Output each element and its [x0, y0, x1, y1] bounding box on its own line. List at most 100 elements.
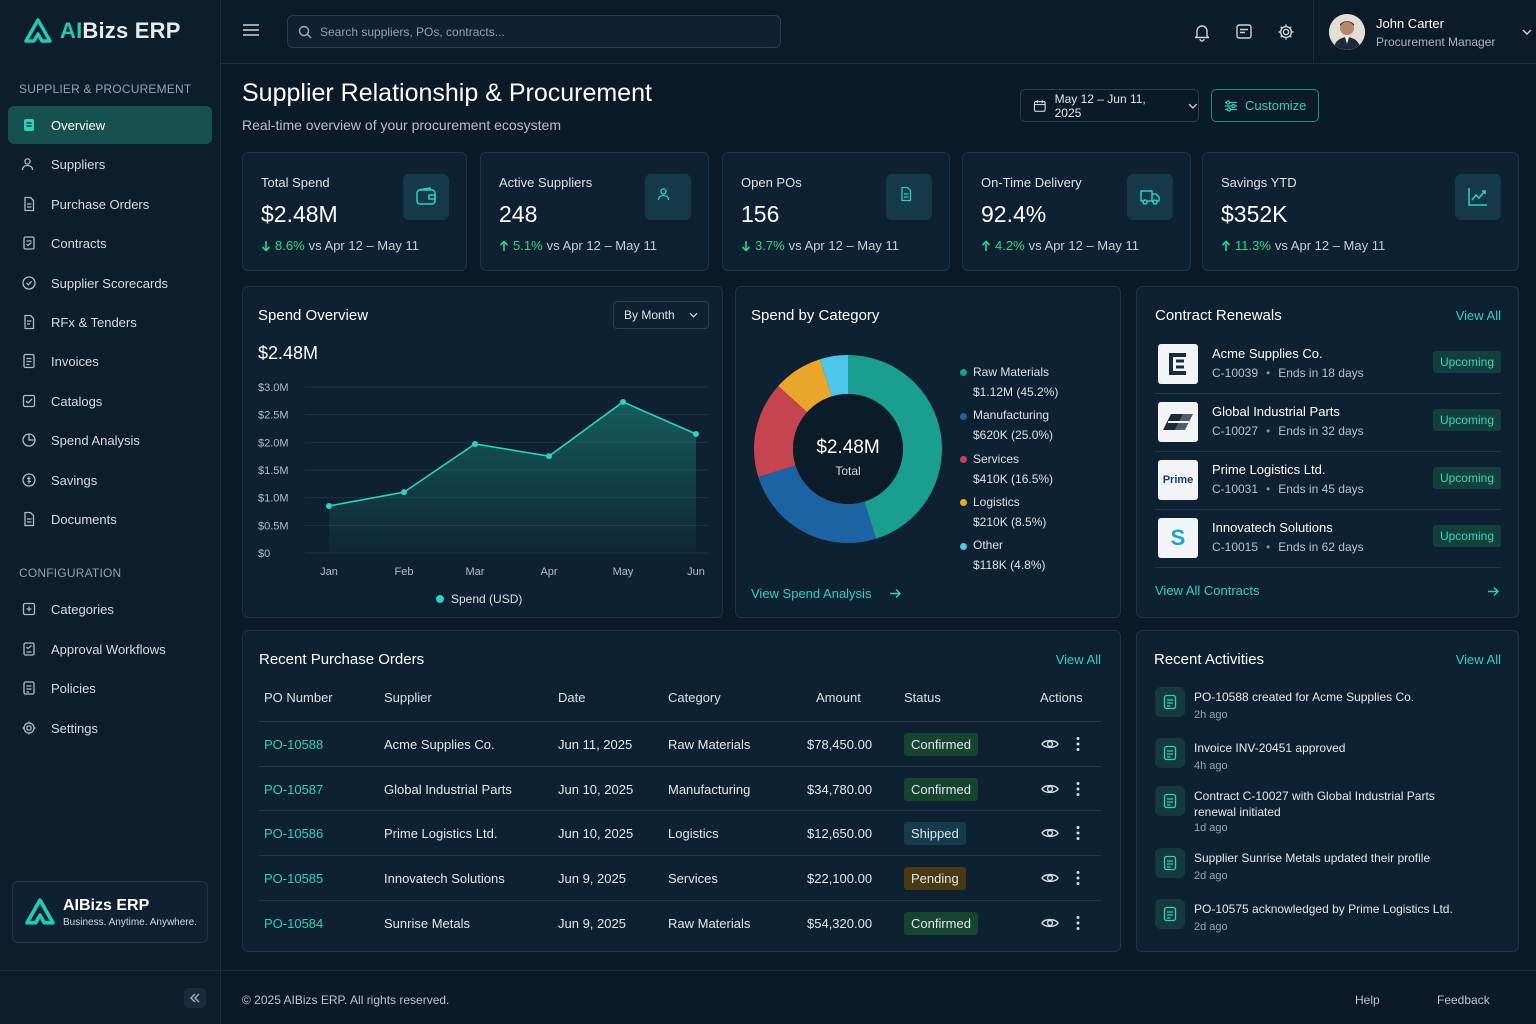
- sidebar-item-contracts[interactable]: Contracts: [8, 224, 212, 262]
- donut-hole: [793, 394, 903, 504]
- contract-row[interactable]: Prime Prime Logistics Ltd. C-10031 • Ends in…: [1155, 452, 1501, 510]
- chevron-down-icon: [1188, 103, 1198, 109]
- kpi-delta-value: 3.7%: [755, 238, 785, 253]
- view-button[interactable]: [1041, 782, 1059, 796]
- help-link[interactable]: Help: [1355, 993, 1380, 1007]
- legend-name: Other: [973, 538, 1004, 553]
- contract-row[interactable]: Global Industrial Parts C-10027 • Ends in 3…: [1155, 394, 1501, 452]
- messages-button[interactable]: [1234, 22, 1254, 42]
- spend-overview-card: Spend Overview By Month $2.48M $0 $0.5M $1…: [242, 286, 723, 618]
- donut-slice: [820, 355, 848, 397]
- double-chevron-left-icon: [190, 993, 200, 1003]
- status-badge: Upcoming: [1432, 409, 1501, 431]
- workflow-icon: [23, 642, 35, 656]
- kpi-delta-value: 4.2%: [995, 238, 1025, 253]
- date-cell: Jun 9, 2025: [558, 915, 626, 931]
- table-row[interactable]: PO-10586 Prime Logistics Ltd. Jun 10, 2025…: [259, 810, 1101, 854]
- sidebar-item-rfx-tenders[interactable]: RFx & Tenders: [8, 303, 212, 341]
- more-actions-button[interactable]: [1076, 825, 1080, 841]
- status-badge: Confirmed: [904, 777, 978, 801]
- kpi-compare: vs Apr 12 – May 11: [788, 238, 899, 253]
- feedback-link[interactable]: Feedback: [1437, 993, 1490, 1007]
- sidebar-item-policies[interactable]: Policies: [8, 669, 212, 707]
- search-input[interactable]: [320, 24, 760, 39]
- y-tick-label: $2.5M: [258, 410, 289, 422]
- sidebar-item-invoices[interactable]: Invoices: [8, 342, 212, 380]
- view-button[interactable]: [1041, 737, 1059, 751]
- spend-line-chart: $0 $0.5M $1.0M $1.5M $2.0M $2.5M $3.0M Jan Feb Ma…: [258, 382, 708, 606]
- more-actions-button[interactable]: [1076, 736, 1080, 752]
- contracts-view-all-link[interactable]: View All: [1455, 308, 1501, 323]
- separator-dot: •: [1266, 424, 1271, 438]
- sidebar-item-approval-workflows[interactable]: Approval Workflows: [8, 630, 212, 668]
- sidebar-item-label: Overview: [51, 117, 106, 133]
- legend-name: Logistics: [973, 494, 1020, 509]
- contract-row[interactable]: Acme Supplies Co. C-10039 • Ends in 18 days…: [1155, 336, 1501, 394]
- activity-time: 2d ago: [1194, 921, 1228, 933]
- table-row[interactable]: PO-10587 Global Industrial Parts Jun 10, 2…: [259, 765, 1101, 810]
- table-row[interactable]: PO-10584 Sunrise Metals Jun 9, 2025 Raw Mat…: [259, 899, 1101, 944]
- date-cell: Jun 10, 2025: [558, 781, 634, 797]
- sidebar-item-purchase-orders[interactable]: Purchase Orders: [8, 185, 212, 223]
- customize-button[interactable]: Customize: [1211, 89, 1319, 122]
- sidebar-item-overview[interactable]: Overview: [8, 106, 212, 144]
- legend-amount: $210K (8.5%): [973, 514, 1047, 529]
- recent-orders-card: Recent Purchase Orders View All PO Numbe…: [242, 630, 1121, 952]
- view-button[interactable]: [1041, 916, 1059, 930]
- sidebar-item-categories[interactable]: Categories: [8, 590, 212, 628]
- po-number-link[interactable]: PO-10587: [264, 781, 324, 797]
- sidebar-item-settings[interactable]: Settings: [8, 709, 212, 747]
- sidebar-item-spend-analysis[interactable]: Spend Analysis: [8, 421, 212, 459]
- view-button[interactable]: [1041, 826, 1059, 840]
- table-row[interactable]: PO-10585 Innovatech Solutions Jun 9, 2025 S…: [259, 855, 1101, 899]
- activity-text: Invoice INV-20451 approved: [1194, 741, 1346, 755]
- supplier-cell: Innovatech Solutions: [384, 871, 505, 887]
- collapse-sidebar-button[interactable]: [184, 988, 206, 1008]
- contract-row[interactable]: S Innovatech Solutions C-10015 • Ends in 62 …: [1155, 510, 1501, 568]
- period-select[interactable]: By Month: [613, 301, 709, 329]
- sidebar-item-documents[interactable]: Documents: [8, 500, 212, 538]
- orders-view-all-link[interactable]: View All: [1055, 652, 1101, 667]
- brand-logo-icon: [25, 898, 55, 925]
- view-spend-analysis-link[interactable]: View Spend Analysis: [751, 586, 902, 601]
- date-range-picker[interactable]: May 12 – Jun 11, 2025: [1020, 89, 1199, 122]
- eye-icon: [1041, 739, 1059, 749]
- spend-overview-title: Spend Overview: [258, 307, 369, 324]
- view-all-contracts-link[interactable]: View All Contracts: [1155, 583, 1260, 598]
- view-button[interactable]: [1041, 871, 1059, 885]
- sidebar-item-supplier-scorecards[interactable]: Supplier Scorecards: [8, 264, 212, 302]
- recent-orders-title: Recent Purchase Orders: [259, 651, 425, 668]
- po-number-link[interactable]: PO-10586: [264, 826, 324, 842]
- contract-id: C-10027: [1212, 424, 1259, 438]
- more-actions-button[interactable]: [1076, 781, 1080, 797]
- more-actions-button[interactable]: [1076, 915, 1080, 931]
- more-actions-button[interactable]: [1076, 870, 1080, 886]
- arrow-right-icon[interactable]: [1487, 586, 1500, 597]
- legend-amount: $620K (25.0%): [973, 428, 1054, 443]
- table-row[interactable]: PO-10588 Acme Supplies Co. Jun 11, 2025 Raw…: [259, 721, 1101, 765]
- po-number-link[interactable]: PO-10585: [264, 871, 324, 887]
- activities-view-all-link[interactable]: View All: [1455, 652, 1501, 667]
- kpi-icon-box: [1127, 174, 1173, 220]
- po-number-link[interactable]: PO-10584: [264, 915, 324, 931]
- sidebar-item-icon: [21, 472, 37, 488]
- sidebar-item-catalogs[interactable]: Catalogs: [8, 382, 212, 420]
- app-name: AIBizs ERP: [60, 18, 181, 43]
- sidebar-item-suppliers[interactable]: Suppliers: [8, 145, 212, 183]
- search-bar[interactable]: [287, 15, 781, 48]
- data-point: [472, 440, 478, 447]
- calendar-icon: [1033, 99, 1046, 112]
- menu-button[interactable]: [242, 22, 260, 38]
- legend-dot: [960, 455, 967, 463]
- sidebar-item-label: Documents: [51, 511, 117, 527]
- settings-button[interactable]: [1276, 22, 1296, 42]
- rfx-icon: [24, 314, 35, 330]
- app-logo[interactable]: AIBizs ERP: [24, 18, 181, 44]
- sidebar-item-savings[interactable]: Savings: [8, 461, 212, 499]
- sidebar-item-icon: [21, 353, 37, 369]
- activity-time: 4h ago: [1194, 760, 1228, 772]
- notifications-button[interactable]: [1192, 22, 1212, 42]
- user-menu[interactable]: John Carter Procurement Manager: [1313, 0, 1536, 64]
- po-number-link[interactable]: PO-10588: [264, 737, 324, 752]
- legend-amount: $410K (16.5%): [973, 471, 1054, 486]
